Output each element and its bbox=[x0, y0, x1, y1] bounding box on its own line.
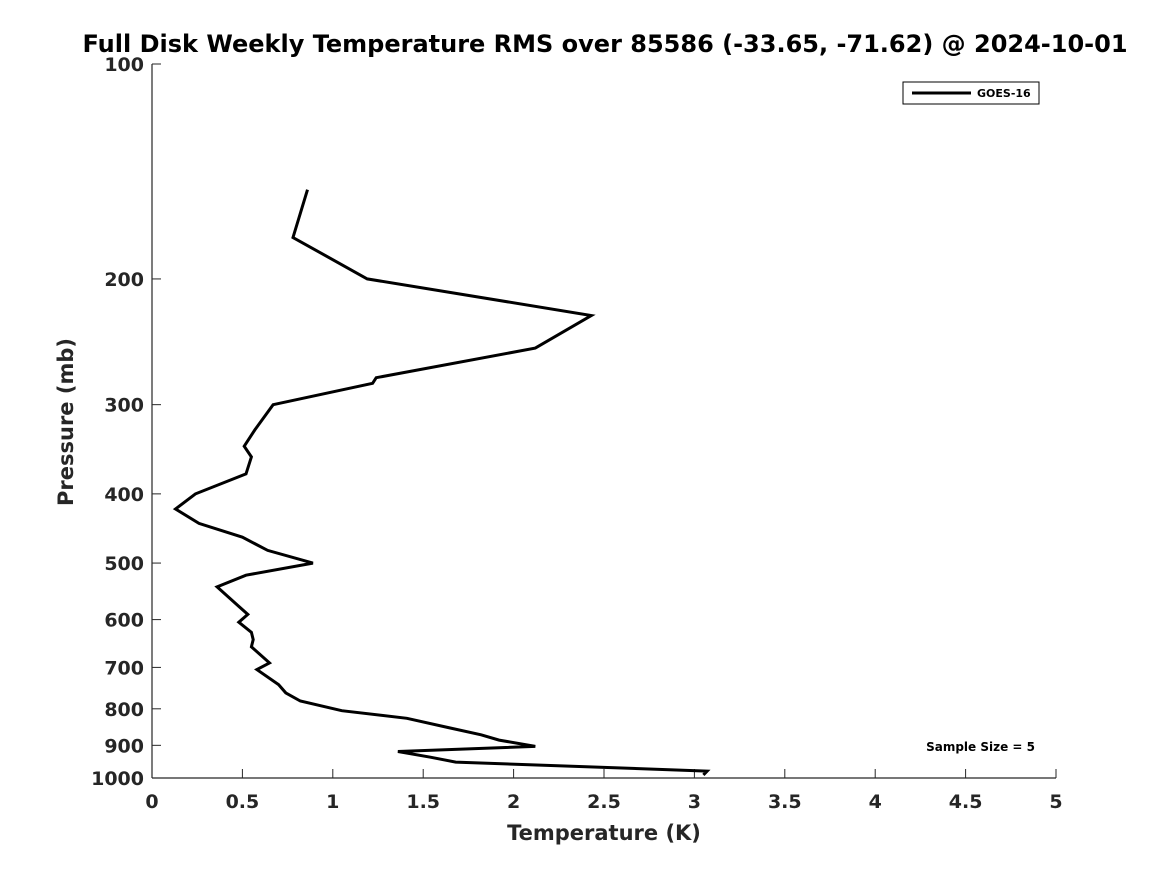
y-tick-label: 100 bbox=[104, 54, 144, 76]
y-tick-label: 900 bbox=[104, 735, 144, 757]
x-tick-label: 0 bbox=[145, 791, 158, 813]
series-line-goes-16 bbox=[172, 189, 711, 776]
x-tick-label: 2 bbox=[507, 791, 520, 813]
y-axis-label: Pressure (mb) bbox=[54, 338, 78, 506]
y-tick-label: 400 bbox=[104, 484, 144, 506]
chart-title: Full Disk Weekly Temperature RMS over 85… bbox=[82, 30, 1127, 58]
y-tick-label: 200 bbox=[104, 269, 144, 291]
sample-size-annotation: Sample Size = 5 bbox=[926, 740, 1035, 754]
axis-ticks: 0 0.5 1 1.5 2 2.5 3 3.5 4 4.5 5 100 200 300 400 500 600 7… bbox=[91, 54, 1063, 813]
data-series bbox=[172, 189, 711, 776]
x-tick-label: 4.5 bbox=[949, 791, 983, 813]
legend-label-goes-16: GOES-16 bbox=[977, 87, 1031, 100]
x-tick-label: 3 bbox=[688, 791, 701, 813]
x-tick-label: 1 bbox=[326, 791, 339, 813]
x-tick-label: 1.5 bbox=[406, 791, 440, 813]
y-tick-label: 600 bbox=[104, 610, 144, 632]
x-axis-label: Temperature (K) bbox=[507, 821, 701, 845]
y-tick-label: 300 bbox=[104, 395, 144, 417]
x-tick-label: 0.5 bbox=[226, 791, 260, 813]
x-tick-label: 3.5 bbox=[768, 791, 802, 813]
y-tick-label: 1000 bbox=[91, 768, 144, 790]
x-tick-label: 2.5 bbox=[587, 791, 621, 813]
y-tick-label: 500 bbox=[104, 553, 144, 575]
y-tick-label: 700 bbox=[104, 657, 144, 679]
x-tick-label: 4 bbox=[869, 791, 882, 813]
x-tick-label: 5 bbox=[1049, 791, 1062, 813]
y-tick-label: 800 bbox=[104, 699, 144, 721]
legend: GOES-16 bbox=[902, 81, 1040, 105]
